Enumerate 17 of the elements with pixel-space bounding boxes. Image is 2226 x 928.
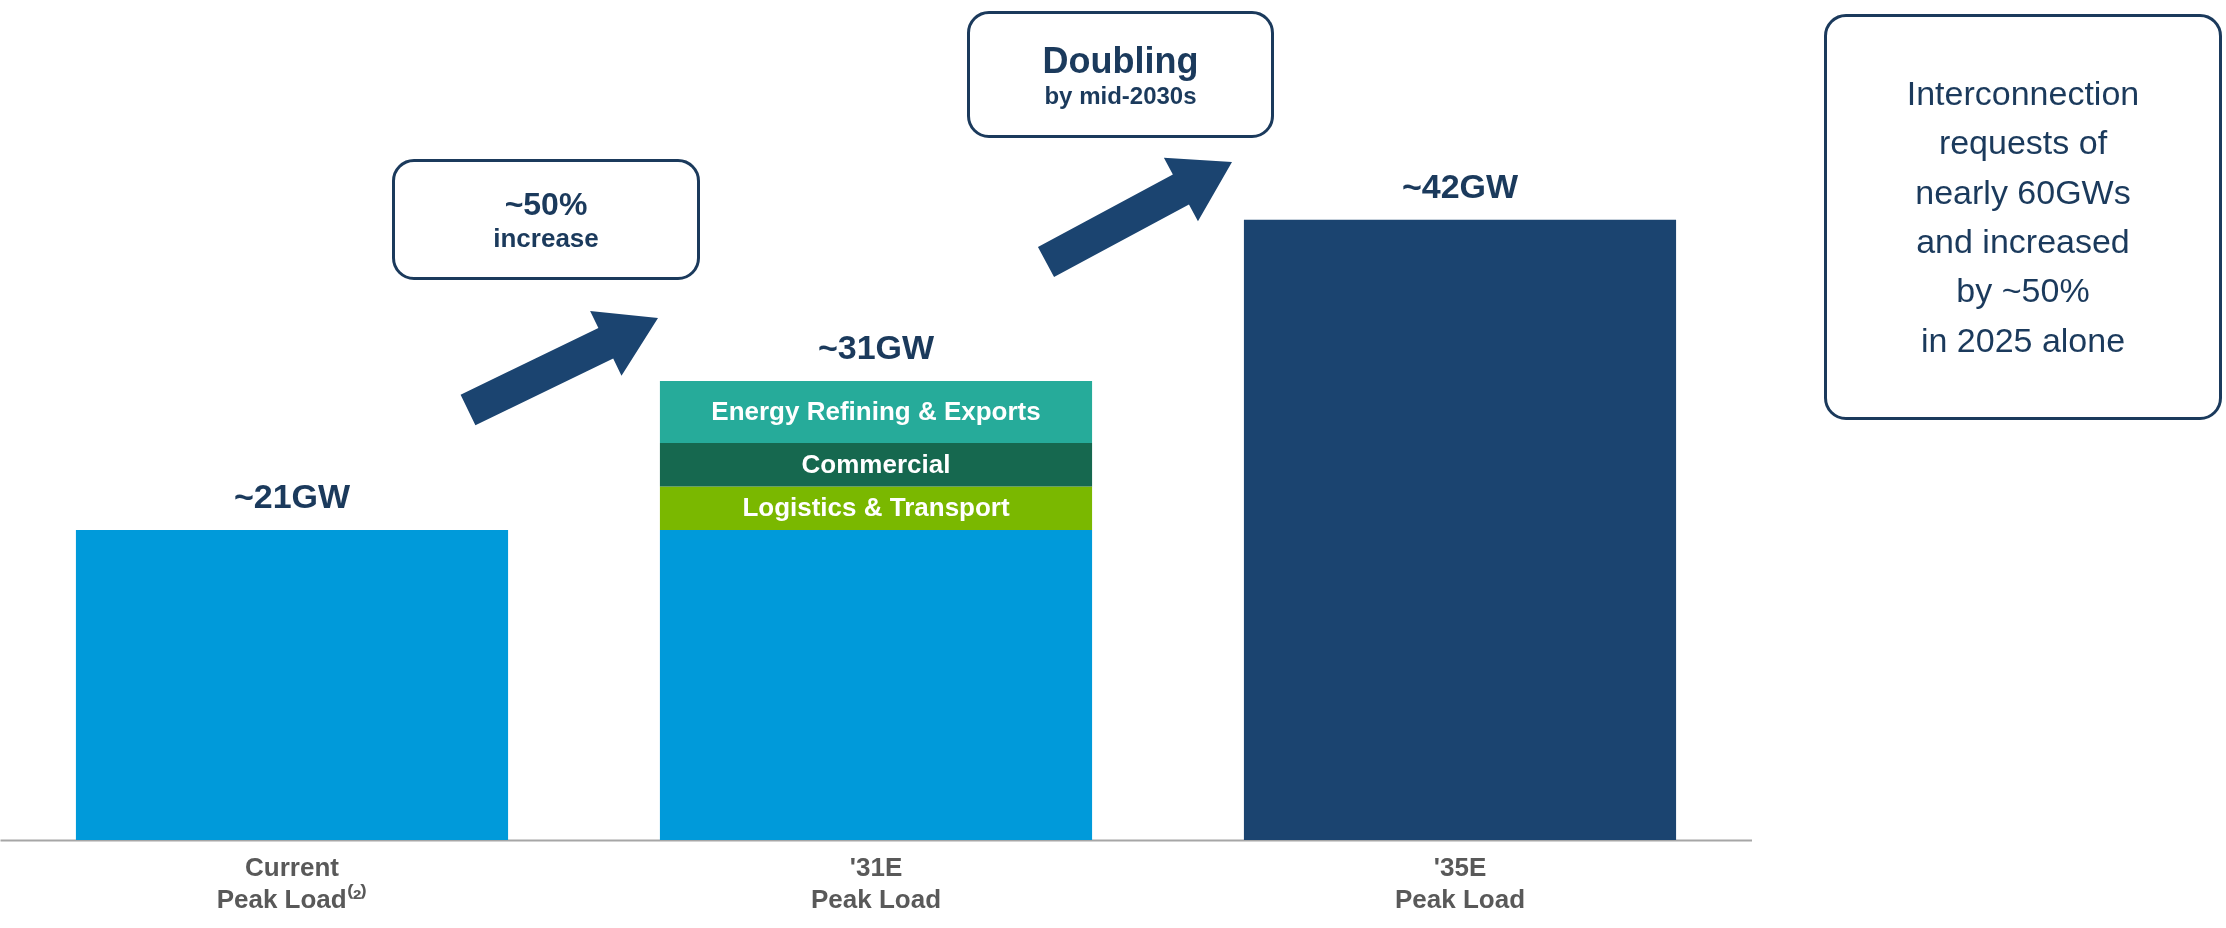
annotation: ~21GW: [233, 476, 352, 515]
bar: [659, 529, 1093, 840]
bar: [1243, 219, 1677, 840]
rounded-box: Doubling by mid-2030s: [967, 11, 1274, 138]
rounded-box: ~50% increase: [392, 159, 700, 280]
series-label: Energy Refining & Exports: [711, 396, 1041, 427]
bar: [75, 529, 509, 840]
annotation: ~42GW: [1401, 166, 1520, 205]
x-tick-label: Current Peak Load⁽²⁾: [216, 851, 368, 914]
annotation: ~31GW: [817, 328, 936, 367]
x-tick-label: '31E Peak Load: [810, 851, 942, 914]
series-label: Logistics & Transport: [742, 492, 1010, 523]
rounded-box: Interconnection requests of nearly 60GWs and increased by ~50% in 2025 alone: [1824, 14, 2222, 420]
series-label: Commercial: [801, 448, 951, 479]
bar: [659, 443, 1093, 487]
annotation: ~50% increase: [493, 184, 599, 255]
x-tick-label: '35E Peak Load: [1394, 851, 1526, 914]
